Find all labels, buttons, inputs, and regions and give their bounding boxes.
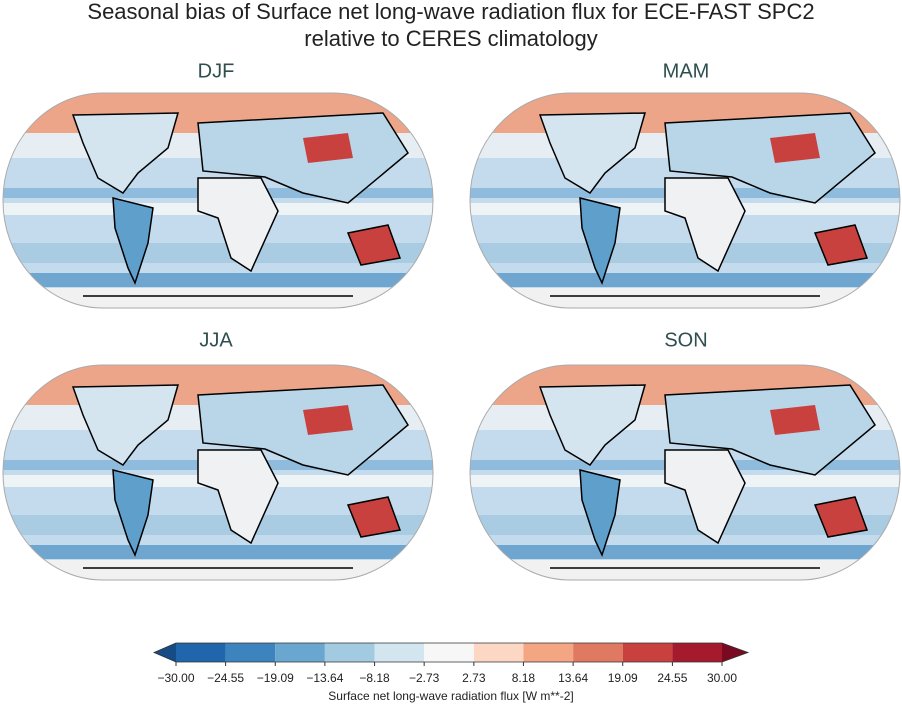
panel-title: DJF [198, 60, 235, 82]
colorbar-segment [622, 643, 673, 662]
map [470, 93, 900, 308]
colorbar-extend-high [722, 643, 748, 662]
colorbar-tick-label: 8.18 [512, 671, 536, 685]
colorbar-segment [523, 643, 574, 662]
colorbar-segment [225, 643, 276, 662]
title-line: Seasonal bias of Surface net long-wave r… [87, 0, 814, 24]
colorbar-tick-label: −19.09 [257, 671, 294, 685]
colorbar-tick-label: −2.73 [409, 671, 440, 685]
colorbar-segment [573, 643, 623, 662]
colorbar-tick-label: −8.18 [359, 671, 390, 685]
colorbar-segment [672, 643, 722, 662]
panel-title: JJA [199, 329, 233, 351]
colorbar-extend-low [154, 643, 176, 662]
title-line: relative to CERES climatology [304, 26, 597, 51]
colorbar-tick-label: 13.64 [558, 671, 588, 685]
colorbar-tick-label: −13.64 [306, 671, 343, 685]
colorbar-tick-label: −30.00 [157, 671, 194, 685]
colorbar-tick-label: 2.73 [462, 671, 486, 685]
colorbar-segment [275, 643, 325, 662]
map [3, 93, 433, 308]
colorbar-tick-label: 24.55 [657, 671, 687, 685]
colorbar-segment [374, 643, 425, 662]
colorbar-tick-label: −24.55 [207, 671, 244, 685]
map [470, 365, 900, 580]
colorbar-segment [424, 643, 474, 662]
colorbar-label: Surface net long-wave radiation flux [W … [328, 689, 573, 703]
colorbar-segment [324, 643, 375, 662]
colorbar-segment [473, 643, 524, 662]
colorbar-tick-label: 30.00 [707, 671, 737, 685]
map [3, 365, 433, 580]
colorbar-tick-label: 19.09 [608, 671, 638, 685]
colorbar-segment [176, 643, 226, 662]
panel-title: SON [664, 329, 707, 351]
panel-title: MAM [663, 60, 710, 82]
